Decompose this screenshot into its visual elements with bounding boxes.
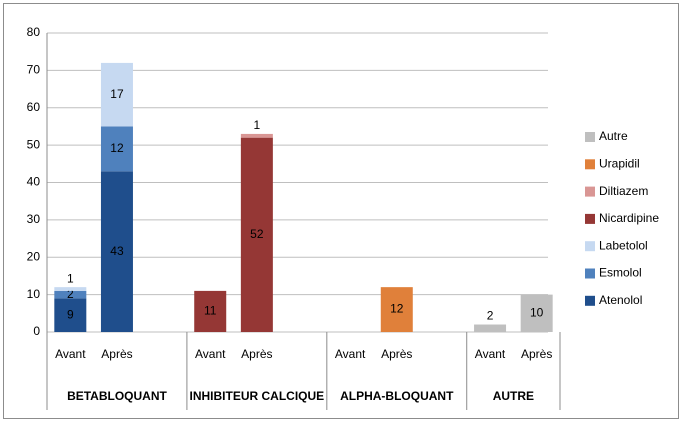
data-label: 9 (67, 307, 74, 321)
data-label: 12 (110, 141, 124, 155)
bar-segment (54, 287, 87, 291)
y-tick-label: 50 (27, 137, 41, 151)
x-tick-label: Avant (475, 347, 506, 361)
data-label: 17 (110, 87, 124, 101)
data-label: 43 (110, 244, 124, 258)
bar-segment (474, 324, 507, 332)
legend-swatch (585, 132, 595, 142)
data-label: 1 (67, 271, 74, 285)
y-tick-label: 30 (27, 212, 41, 226)
bar-segment (54, 290, 87, 299)
legend-swatch (585, 213, 595, 224)
data-label: 2 (487, 309, 494, 323)
bar-segment (240, 133, 273, 138)
y-tick-label: 10 (27, 287, 41, 301)
legend-swatch (585, 159, 595, 170)
x-tick-label: Avant (335, 347, 366, 361)
bar-segment (380, 287, 413, 332)
data-label: 10 (530, 305, 544, 319)
data-label: 11 (204, 304, 217, 318)
bar-segment (240, 137, 273, 332)
group-label: BETABLOQUANT (67, 389, 167, 403)
bar-segment (54, 298, 87, 332)
y-tick-label: 40 (27, 175, 41, 189)
x-tick-label: Après (101, 347, 132, 361)
y-tick-label: 70 (27, 63, 41, 77)
legend-label: Esmolol (599, 266, 642, 280)
bar-segment (520, 294, 553, 332)
legend-label: Urapidil (599, 156, 640, 170)
bar-segment (100, 62, 133, 127)
legend-label: Autre (599, 129, 628, 143)
bar-segment (100, 171, 133, 332)
legend-swatch (585, 186, 595, 197)
data-label: 1 (254, 118, 261, 132)
data-label: 2 (67, 287, 74, 301)
legend-label: Diltiazem (599, 184, 648, 198)
y-tick-label: 80 (27, 25, 41, 39)
y-tick-label: 20 (27, 249, 41, 263)
legend-swatch (585, 268, 595, 279)
legend-swatch (585, 241, 595, 252)
legend-label: Nicardipine (599, 211, 659, 225)
x-tick-label: Avant (55, 347, 86, 361)
x-tick-label: Après (521, 347, 552, 361)
y-tick-label: 0 (33, 324, 40, 338)
legend-label: Atenolol (599, 293, 642, 307)
bar-segment (100, 126, 133, 172)
x-tick-label: Avant (195, 347, 226, 361)
y-tick-label: 60 (27, 100, 41, 114)
bar-segment (194, 290, 227, 332)
data-label: 52 (250, 227, 264, 241)
group-label: INHIBITEUR CALCIQUE (190, 389, 325, 403)
legend-swatch (585, 295, 595, 306)
group-label: ALPHA-BLOQUANT (340, 389, 454, 403)
x-tick-label: Après (381, 347, 412, 361)
x-tick-label: Après (241, 347, 272, 361)
group-label: AUTRE (493, 389, 534, 403)
data-label: 12 (390, 302, 404, 316)
legend-label: Labetolol (599, 238, 648, 252)
